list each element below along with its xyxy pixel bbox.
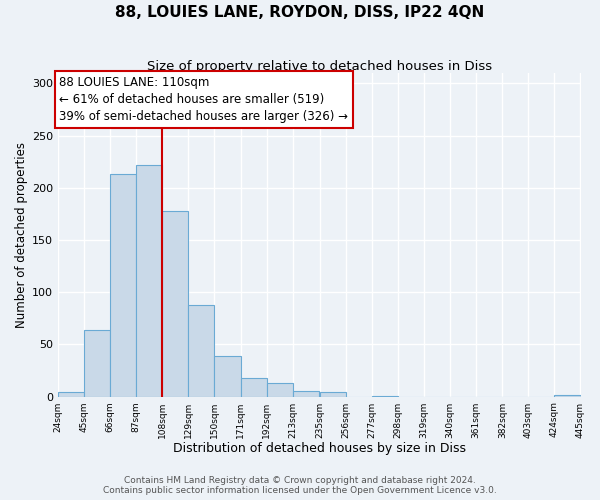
Bar <box>266 383 293 396</box>
Text: 88 LOUIES LANE: 110sqm
← 61% of detached houses are smaller (519)
39% of semi-de: 88 LOUIES LANE: 110sqm ← 61% of detached… <box>59 76 349 123</box>
Bar <box>293 392 319 396</box>
Bar <box>163 211 188 396</box>
Bar <box>84 330 110 396</box>
Bar <box>58 392 84 396</box>
Bar <box>110 174 136 396</box>
Bar <box>320 392 346 396</box>
Title: Size of property relative to detached houses in Diss: Size of property relative to detached ho… <box>147 60 492 73</box>
Bar <box>554 394 581 396</box>
Bar <box>214 356 241 397</box>
Bar <box>241 378 266 396</box>
Text: 88, LOUIES LANE, ROYDON, DISS, IP22 4QN: 88, LOUIES LANE, ROYDON, DISS, IP22 4QN <box>115 5 485 20</box>
Text: Contains HM Land Registry data © Crown copyright and database right 2024.
Contai: Contains HM Land Registry data © Crown c… <box>103 476 497 495</box>
Bar <box>188 304 214 396</box>
Bar <box>136 165 163 396</box>
Y-axis label: Number of detached properties: Number of detached properties <box>15 142 28 328</box>
X-axis label: Distribution of detached houses by size in Diss: Distribution of detached houses by size … <box>173 442 466 455</box>
